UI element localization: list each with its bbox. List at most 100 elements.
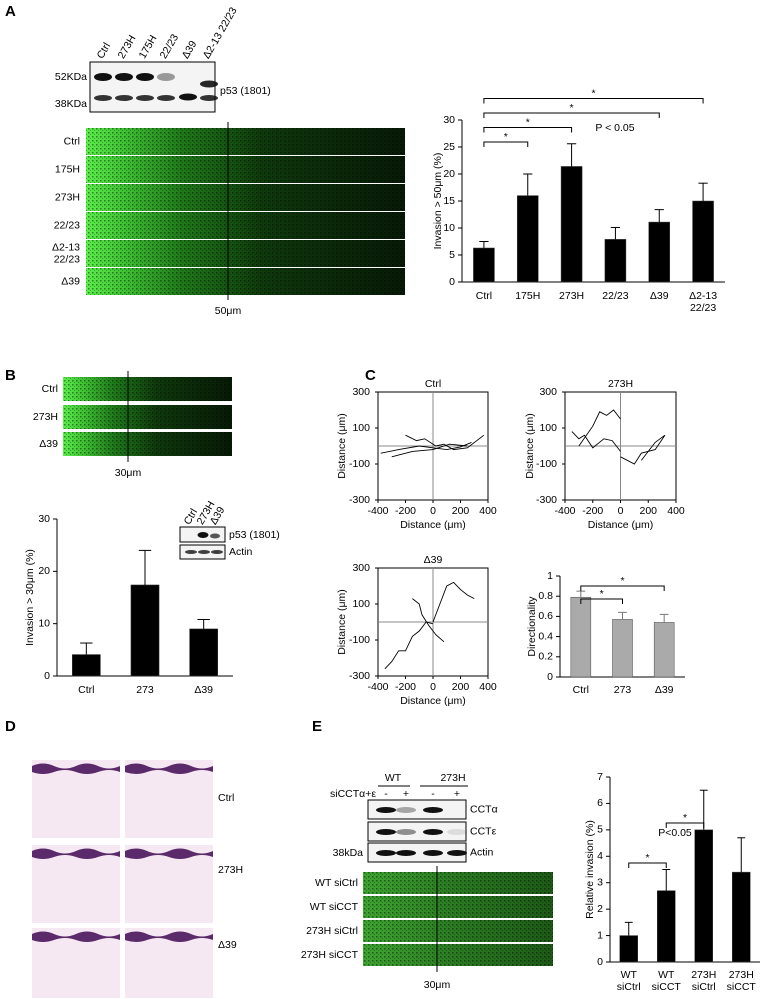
blot-band [447,829,467,835]
x-tick-label-line: siCCT [652,981,682,993]
image-texture [363,896,553,918]
y-tick-label: 30 [38,513,50,525]
scale-label: 30μm [115,467,142,479]
y-tick-label: 100 [352,598,370,610]
band-label: Actin [229,546,253,558]
error-bar [80,642,93,655]
panel-letter: E [312,718,322,735]
row-label: Ctrl [218,792,234,804]
y-tick-label: 0.4 [538,630,553,642]
row-label: 273H [218,864,243,876]
chart-title: 273H [608,378,633,390]
bar [130,584,160,677]
x-tick-label-line: WT [621,969,638,981]
y-tick-label: 20 [443,168,455,180]
x-tick-label-line: siCtrl [617,981,641,993]
y-tick-label: -300 [349,670,370,682]
y-tick-label: 3 [597,876,603,888]
blot-band [423,850,443,856]
row-label: 273H siCCT [301,949,359,961]
image-texture [63,377,232,401]
blot-band [396,807,416,813]
y-tick-label: 1 [547,570,553,582]
y-tick-label: 0 [547,671,553,683]
error-bar [659,613,669,623]
marker-label: 38kDa [333,847,364,859]
y-axis-label: Distance (μm) [336,413,348,479]
image-texture [363,872,553,894]
x-tick-label: 200 [639,505,657,517]
scale-label: 50μm [215,305,242,317]
image-texture [363,920,553,942]
sign-label: - [384,788,388,800]
lane-label: 175H [137,33,160,61]
y-axis-label: Invasion > 30μm (%) [24,549,36,646]
image-texture [86,268,405,295]
blot-band [423,807,443,813]
chart-title: Δ39 [424,554,443,566]
x-tick-label: -400 [554,505,575,517]
error-bar [662,869,671,891]
blot [367,799,467,820]
panel-letter: B [5,367,16,384]
error-bar [479,241,489,248]
y-tick-label: 0 [44,670,50,682]
significance-bracket [580,598,623,604]
y-tick-label: 4 [597,850,603,862]
y-tick-label: 30 [443,114,455,126]
y-axis-label: Distance (μm) [524,413,536,479]
blot-band [447,850,467,856]
y-axis-label: Directionality [526,596,538,657]
x-tick-label: Δ39 [194,684,213,696]
y-tick-label: 0.8 [538,590,553,602]
blot [89,61,216,113]
x-tick-label: 200 [452,505,470,517]
lane-label: Δ2-13 22/23 [201,5,240,61]
band-label: p53 (1801) [220,85,271,97]
y-tick-label: 5 [449,249,455,261]
image-texture [63,432,232,456]
row-label: 273H siCtrl [306,925,358,937]
y-tick-label: 15 [443,195,455,207]
blot-band [157,73,175,81]
x-tick-label: 273H siCtrl [691,969,716,993]
x-tick-label: 0 [430,505,436,517]
y-tick-label: -100 [536,458,557,470]
significance-bracket [483,98,704,104]
row-label: Ctrl [64,135,80,147]
band-label: CCTα [470,803,498,815]
image-texture [86,240,405,267]
y-tick-label: 300 [352,386,370,398]
row-label: Ctrl [42,383,58,395]
lane-label: 22/23 [158,32,182,61]
panel-letter: A [5,3,16,20]
x-tick-label-line: 22/23 [690,302,716,314]
y-tick-label: -100 [349,634,370,646]
x-tick-label: 22/23 [602,290,628,302]
panel-letter: C [365,367,376,384]
y-tick-label: 0 [597,956,603,968]
y-tick-label: 2 [597,903,603,915]
track [432,581,475,623]
significance-star: * [683,812,687,824]
track [405,434,485,451]
track [578,409,621,447]
error-bar [654,209,664,223]
error-bar [698,182,708,201]
significance-star: * [620,575,624,587]
bar [516,195,539,283]
bar [473,247,495,283]
x-tick-label: 273H [559,290,584,302]
blot-band [179,93,197,101]
track [391,443,468,458]
x-tick-label: 0 [430,681,436,693]
error-bar [197,618,210,629]
tissue-edge [32,763,120,774]
sign-label: + [454,788,460,800]
x-tick-label: 0 [618,505,624,517]
y-tick-label: 100 [539,422,557,434]
x-tick-label: 273 [136,684,154,696]
significance-star: * [645,852,649,864]
x-tick-label: -200 [582,505,603,517]
sign-label: - [431,788,435,800]
